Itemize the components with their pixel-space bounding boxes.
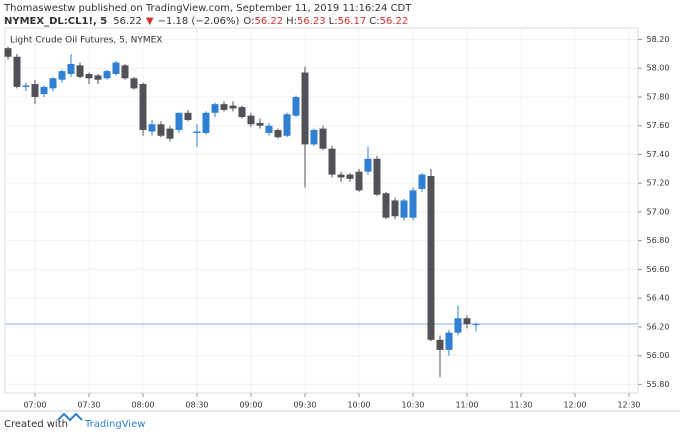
candle-body: [121, 65, 129, 79]
candle-body: [49, 78, 57, 89]
candle-body: [13, 56, 21, 87]
symbol-line: NYMEX_DL:CL1!, 5 56.22 ▼ −1.18 (−2.06%) O:56…: [4, 16, 408, 27]
x-tick-label: 07:30: [77, 401, 100, 410]
change: −1.18 (−2.06%): [158, 16, 240, 27]
candle-body: [355, 171, 363, 191]
ohlc-value: 56.17: [338, 16, 367, 27]
candle-body: [409, 190, 417, 218]
footer-prefix: Created with: [4, 419, 68, 430]
candle-body: [346, 174, 354, 179]
y-tick-label: 57.20: [647, 179, 670, 188]
candle-body: [382, 193, 390, 218]
x-tick-label: 09:30: [293, 401, 316, 410]
candle-body: [292, 96, 300, 116]
logo: [57, 412, 83, 422]
y-tick-label: 56.60: [647, 265, 670, 274]
y-tick-label: 57.60: [647, 121, 670, 130]
candle-body: [427, 176, 435, 340]
candle-body: [4, 48, 12, 57]
candle-body: [112, 62, 120, 74]
candle-body: [256, 122, 264, 126]
ohlc-value: 56.22: [380, 16, 409, 27]
chart-title: Light Crude Oil Futures, 5, NYMEX: [10, 36, 162, 46]
candle-body: [211, 104, 219, 113]
candle-body: [67, 63, 75, 74]
candle-body: [445, 332, 453, 350]
candle-body: [274, 130, 282, 138]
candle-body: [364, 158, 372, 172]
attribution: Thomaswestw published on TradingView.com…: [3, 3, 412, 14]
candle-body: [418, 174, 426, 189]
plot-frame: [4, 27, 639, 394]
candle-body: [22, 85, 30, 87]
candle-body: [130, 78, 138, 89]
candle-body: [463, 318, 471, 325]
x-tick-label: 11:30: [509, 401, 532, 410]
footer-brand: TradingView: [84, 419, 145, 430]
candle-body: [85, 73, 93, 79]
candle-body: [31, 84, 39, 97]
candle-body: [247, 115, 255, 125]
y-tick-label: 57.00: [647, 207, 670, 216]
candle-body: [40, 86, 48, 95]
candle-body: [328, 148, 336, 175]
candle-body: [265, 125, 273, 133]
candle-body: [193, 131, 201, 133]
y-tick-label: 56.40: [647, 294, 670, 303]
candle-body: [220, 104, 228, 110]
candle-body: [184, 112, 192, 120]
candle-body: [175, 112, 183, 131]
y-tick-label: 56.80: [647, 236, 670, 245]
ohlc-value: 56.23: [297, 16, 326, 27]
candle-body: [103, 71, 111, 79]
candle-body: [400, 200, 408, 218]
x-tick-label: 08:00: [131, 401, 154, 410]
candle-body: [166, 128, 174, 139]
x-tick-label: 08:30: [185, 401, 208, 410]
x-tick-label: 09:00: [239, 401, 262, 410]
y-tick-label: 56.00: [647, 351, 670, 360]
candle-body: [139, 84, 147, 131]
y-tick-label: 58.20: [647, 35, 670, 44]
ohlc-label: O:: [243, 16, 254, 27]
candle-body: [157, 124, 165, 136]
x-tick-label: 11:00: [455, 401, 478, 410]
ohlc-label: L:: [329, 16, 338, 27]
candle-body: [310, 130, 318, 145]
change-arrow: ▼: [146, 16, 154, 27]
y-tick-label: 55.80: [647, 380, 670, 389]
candle-body: [391, 200, 399, 217]
candle-body: [58, 71, 66, 80]
x-tick-label: 07:00: [23, 401, 46, 410]
candle-body: [319, 128, 327, 149]
x-tick-label: 12:00: [563, 401, 586, 410]
candle-body: [202, 112, 210, 133]
candle-body: [76, 65, 84, 77]
last-price: 56.22: [113, 16, 142, 27]
y-tick-label: 56.20: [647, 322, 670, 331]
symbol: NYMEX_DL:CL1!, 5: [4, 16, 107, 27]
x-tick-label: 12:30: [617, 401, 640, 410]
ohlc-label: H:: [286, 16, 297, 27]
ohlc-value: 56.22: [254, 16, 283, 27]
candle-body: [301, 72, 309, 145]
candle-body: [94, 75, 102, 80]
candle-body: [472, 324, 480, 326]
y-tick-label: 58.00: [647, 64, 670, 73]
candle-body: [238, 107, 246, 118]
ohlc-label: C:: [369, 16, 379, 27]
x-tick-label: 10:00: [347, 401, 370, 410]
candle-body: [283, 114, 291, 136]
candle-body: [337, 174, 345, 178]
candle-body: [373, 158, 381, 195]
y-tick-label: 57.40: [647, 150, 670, 159]
y-tick-label: 57.80: [647, 92, 670, 101]
x-tick-label: 10:30: [401, 401, 424, 410]
candle-body: [229, 105, 237, 109]
candle-body: [454, 318, 462, 333]
candle-body: [436, 339, 444, 350]
candle-body: [148, 124, 156, 132]
